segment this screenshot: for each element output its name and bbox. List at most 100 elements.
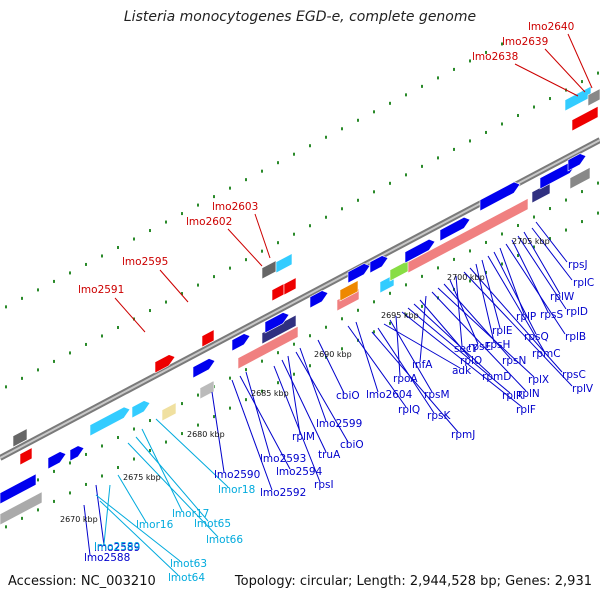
track-dot <box>85 342 87 346</box>
track-dot <box>485 50 487 54</box>
leader-line <box>383 323 461 369</box>
track-dot <box>261 249 263 253</box>
track-dot <box>309 144 311 148</box>
ruler-label: 2700 kbp <box>447 273 485 282</box>
track-dot <box>117 435 119 439</box>
track-dot <box>37 368 39 372</box>
track-dot <box>421 164 423 168</box>
track-dot <box>85 262 87 266</box>
track-dot <box>581 80 583 84</box>
track-dot <box>5 385 7 389</box>
track-dot <box>277 351 279 355</box>
track-dot <box>261 359 263 363</box>
track-dot <box>293 372 295 376</box>
leader-line <box>401 311 523 408</box>
track-dot <box>245 368 247 372</box>
blue-gene-label: rpmJ <box>451 429 475 441</box>
track-dot <box>357 198 359 202</box>
gene-feature <box>283 277 297 296</box>
leader-line <box>531 227 573 281</box>
track-dot <box>149 229 151 233</box>
blue-gene-label: cbiO <box>340 439 364 451</box>
track-dot <box>437 156 439 160</box>
leader-line <box>431 291 527 392</box>
track-dot <box>37 288 39 292</box>
track-dot <box>405 283 407 287</box>
track-dot <box>389 101 391 105</box>
gene-feature <box>237 325 299 370</box>
gene-feature <box>539 161 577 190</box>
track-dot <box>373 190 375 194</box>
track-dot <box>533 105 535 109</box>
blue-gene-label: infA <box>412 359 433 371</box>
track-dot <box>533 245 535 249</box>
cyan-gene-label: lmor18 <box>218 484 255 496</box>
blue-gene-label: secY <box>454 343 479 355</box>
track-dot <box>261 389 263 393</box>
leader-line <box>377 327 435 414</box>
blue-gene-label: rplE <box>492 325 513 337</box>
track-dot <box>309 334 311 338</box>
track-dot <box>597 181 599 185</box>
gene-feature <box>571 105 599 132</box>
leader-line <box>317 339 345 394</box>
gene-feature <box>12 428 28 448</box>
leader-line <box>544 48 586 93</box>
track-dot <box>549 237 551 241</box>
track-dot <box>117 465 119 469</box>
leader-line <box>231 379 273 491</box>
track-dot <box>469 139 471 143</box>
leader-line <box>273 365 321 483</box>
track-dot <box>133 427 135 431</box>
red-gene-label: lmo2638 <box>472 51 518 63</box>
gene-feature <box>564 85 592 112</box>
track-dot <box>229 406 231 410</box>
blue-gene-label: rpoA <box>393 373 418 385</box>
leader-line <box>281 359 327 453</box>
track-dot <box>245 258 247 262</box>
track-dot <box>581 190 583 194</box>
track-dot <box>165 220 167 224</box>
track-dot <box>549 97 551 101</box>
cyan-gene-label: lmo2589 <box>94 541 140 553</box>
blue-gene-label: rplW <box>550 291 575 303</box>
track-dot <box>325 325 327 329</box>
leader-line <box>517 235 567 310</box>
track-dot <box>373 300 375 304</box>
gene-feature <box>439 216 471 242</box>
track-dot <box>389 181 391 185</box>
blue-gene-label: rpsM <box>424 389 450 401</box>
track-dot <box>69 461 71 465</box>
leader-line <box>437 287 535 378</box>
track-dot <box>501 122 503 126</box>
track-dot <box>197 283 199 287</box>
track-dot <box>277 161 279 165</box>
ruler-label: 2685 kbp <box>251 389 289 398</box>
gene-feature <box>47 451 67 470</box>
track-dot <box>261 169 263 173</box>
track-dot <box>5 305 7 309</box>
leader-line <box>493 251 537 335</box>
track-dot <box>485 270 487 274</box>
track-dot <box>181 292 183 296</box>
blue-gene-label: rplX <box>528 374 549 386</box>
gene-feature <box>347 263 371 284</box>
leader-line <box>395 315 401 377</box>
track-dot <box>213 195 215 199</box>
blue-gene-label: rplB <box>565 331 586 343</box>
track-dot <box>133 237 135 241</box>
gene-feature <box>261 260 277 280</box>
track-dot <box>181 212 183 216</box>
gene-feature <box>161 402 177 422</box>
blue-gene-label: rpsJ <box>568 259 588 271</box>
blue-gene-label: rplM <box>292 431 315 443</box>
track-dot <box>37 508 39 512</box>
blue-gene-label: rplF <box>516 404 536 416</box>
leader-line <box>141 428 183 512</box>
track-dot <box>277 241 279 245</box>
blue-gene-label: lmo2590 <box>214 469 260 481</box>
blue-gene-label: rpsC <box>562 369 586 381</box>
gene-feature <box>201 329 215 348</box>
gene-feature <box>479 181 521 212</box>
blue-gene-label: lmo2589 <box>94 542 140 554</box>
